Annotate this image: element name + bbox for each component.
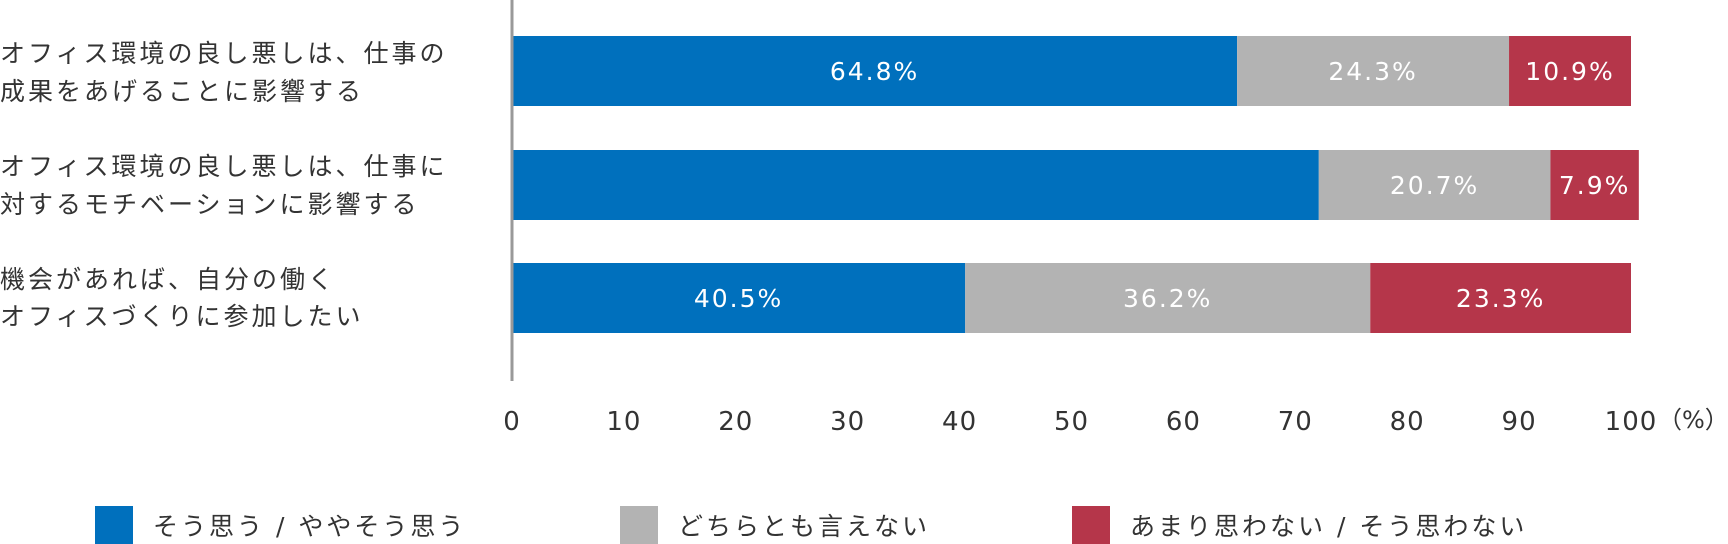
data-label-1-1: 64.8% [830,57,919,86]
x-axis-unit: （%） [1658,406,1728,434]
data-label-3-2: 36.2% [1123,284,1212,313]
bars: 64.8% 24.3% 10.9% 20.7% 7.9% 40.5% 36.2% 23.3% [512,36,1639,333]
category-label-2-line-1: オフィス環境の良し悪しは、仕事に [0,152,448,181]
x-tick-label-70: 70 [1278,407,1313,437]
category-label-1-line-2: 成果をあげることに影響する [0,77,364,106]
legend-label-2: どちらとも言えない [678,512,930,541]
bar-segment-1-1 [512,36,1238,106]
x-tick-label-10: 10 [606,407,641,437]
x-tick-label-80: 80 [1390,407,1425,437]
legend: そう思う / ややそう思う どちらとも言えない あまり思わない / そう思わない [95,506,1527,544]
x-tick-label-0: 0 [503,407,521,437]
bar-segment-3-1 [512,263,966,333]
x-tick-label-50: 50 [1054,407,1089,437]
bar-segment-1-3 [1509,36,1631,106]
legend-swatch-1 [95,506,133,544]
x-tick-label-100: 100 [1605,407,1658,437]
category-label-3-line-2: オフィスづくりに参加したい [0,302,364,331]
bar-segment-3-2 [965,263,1371,333]
data-label-2-2: 20.7% [1390,171,1479,200]
data-label-3-1: 40.5% [694,284,783,313]
bar-segment-1-2 [1237,36,1510,106]
data-label-1-2: 24.3% [1328,57,1417,86]
legend-swatch-2 [620,506,658,544]
x-tick-label-30: 30 [830,407,865,437]
category-label-3-line-1: 機会があれば、自分の働く [0,265,336,294]
category-label-1-line-1: オフィス環境の良し悪しは、仕事の [0,39,448,68]
x-tick-label-20: 20 [718,407,753,437]
x-tick-label-90: 90 [1502,407,1537,437]
category-label-2-line-2: 対するモチベーションに影響する [0,190,420,219]
bar-segment-3-3 [1370,263,1631,333]
bar-segment-2-3 [1550,150,1639,220]
data-label-1-3: 10.9% [1525,57,1614,86]
x-tick-label-60: 60 [1166,407,1201,437]
bar-segment-2-2 [1318,150,1551,220]
legend-label-1: そう思う / ややそう思う [153,512,466,541]
legend-swatch-3 [1072,506,1110,544]
data-label-2-3: 7.9% [1559,171,1631,200]
data-label-3-3: 23.3% [1456,284,1545,313]
x-axis-ticks: 0 10 20 30 40 50 60 70 80 90 100 [503,407,1658,437]
category-labels: オフィス環境の良し悪しは、仕事の成果をあげることに影響するオフィス環境の良し悪し… [0,39,448,331]
bar-segment-2-1 [512,150,1319,220]
x-tick-label-40: 40 [942,407,977,437]
legend-label-3: あまり思わない / そう思わない [1130,512,1527,541]
